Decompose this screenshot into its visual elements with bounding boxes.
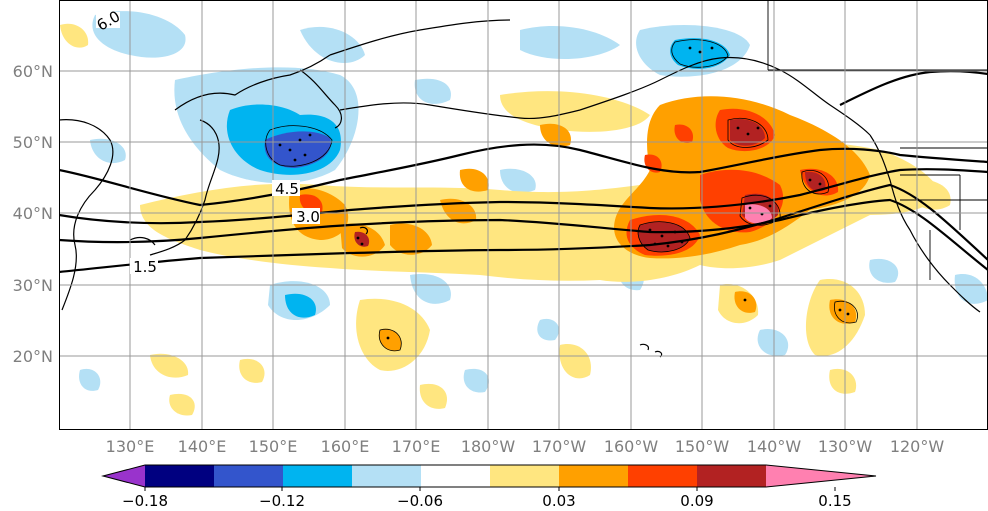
mean-contours <box>59 70 988 274</box>
lon-label-180w: 180°W <box>461 437 516 456</box>
contour-label-3-0: 3.0 <box>296 208 320 226</box>
colorbar-label-neg-0-12: −0.12 <box>259 492 305 510</box>
lon-label-130w: 130°W <box>818 437 873 456</box>
graticule <box>59 0 988 430</box>
colorbar-bin-3 <box>283 465 353 487</box>
lon-label-160e: 160°E <box>321 437 370 456</box>
colorbar-label-0-15: 0.15 <box>818 492 851 510</box>
lon-label-170w: 170°W <box>532 437 587 456</box>
political-boundaries <box>767 0 988 280</box>
colorbar-bin-9 <box>697 465 767 487</box>
lat-label-30n: 30°N <box>13 276 53 295</box>
colorbar-label-0-09: 0.09 <box>680 492 713 510</box>
colorbar-label-0-03: 0.03 <box>542 492 575 510</box>
lon-label-150w: 150°W <box>675 437 730 456</box>
colorbar-extend-low <box>103 465 145 487</box>
lon-label-140e: 140°E <box>178 437 227 456</box>
colorbar <box>101 464 877 491</box>
colorbar-bin-6 <box>490 465 560 487</box>
longitude-labels: 130°E 140°E 150°E 160°E 170°E 180°W 170°… <box>106 437 945 456</box>
coastlines <box>59 19 981 358</box>
colorbar-bin-1 <box>145 465 215 487</box>
lat-label-40n: 40°N <box>13 204 53 223</box>
colorbar-label-neg-0-18: −0.18 <box>122 492 168 510</box>
medium-blue-anomaly-regions <box>264 131 331 168</box>
contour-label-4-5: 4.5 <box>275 180 299 198</box>
colorbar-bin-8 <box>628 465 698 487</box>
lon-label-160w: 160°W <box>604 437 659 456</box>
lon-label-120w: 120°W <box>890 437 945 456</box>
colorbar-bin-5 <box>421 465 491 487</box>
lat-label-20n: 20°N <box>13 347 53 366</box>
lon-label-140w: 140°W <box>747 437 802 456</box>
colorbar-label-neg-0-06: −0.06 <box>397 492 443 510</box>
colorbar-bin-7 <box>559 465 629 487</box>
lon-label-130e: 130°E <box>106 437 155 456</box>
lat-label-60n: 60°N <box>13 62 53 81</box>
colorbar-tick-labels: −0.18 −0.12 −0.06 0.03 0.09 0.15 <box>122 492 852 510</box>
lon-label-150e: 150°E <box>249 437 298 456</box>
latitude-labels: 60°N 50°N 40°N 30°N 20°N <box>13 62 53 366</box>
lat-label-50n: 50°N <box>13 133 53 152</box>
colorbar-bin-2 <box>214 465 284 487</box>
colorbar-bin-4 <box>352 465 422 487</box>
lon-label-170e: 170°E <box>392 437 441 456</box>
contour-label-1-5: 1.5 <box>133 258 157 276</box>
pink-anomaly-regions <box>745 204 772 224</box>
colorbar-extend-high <box>766 465 876 487</box>
